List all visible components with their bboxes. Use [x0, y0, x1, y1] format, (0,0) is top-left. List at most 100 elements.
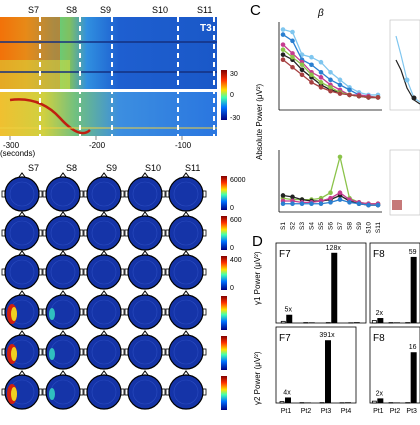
topomap-colorbar [221, 296, 227, 330]
head-nose [183, 371, 189, 375]
topomap-head [125, 291, 165, 329]
bar-panel-title: F7 [279, 249, 291, 260]
data-point [319, 85, 324, 90]
topomap-head [166, 291, 206, 329]
topomap-colorbar [221, 336, 227, 370]
data-point [338, 91, 343, 96]
data-point [319, 201, 324, 206]
bar-annotation: 2x [376, 390, 384, 397]
head-nose [142, 291, 148, 295]
head-nose [101, 371, 107, 375]
colorbar-tick: 30 [230, 71, 238, 78]
head-nose [19, 173, 25, 177]
bar-filled [331, 253, 337, 323]
head-nose [19, 371, 25, 375]
stage-label-s10: S10 [152, 5, 168, 15]
topomap-scale: 0 [230, 205, 234, 212]
bar-x-tick: Pt4 [341, 408, 352, 415]
bar-x-tick: Pt3 [321, 408, 332, 415]
bar-annotation: 59 [409, 249, 417, 256]
topomap-head [84, 331, 124, 369]
head-nose [142, 331, 148, 335]
hotspot-core [11, 307, 17, 321]
hotspot [49, 348, 55, 360]
bar-panel: F7 5x 128x [276, 243, 366, 323]
bar-annotation: 4x [283, 389, 291, 396]
data-point [309, 80, 314, 85]
stage-label-s7: S7 [28, 5, 39, 15]
bar-filled [377, 398, 383, 403]
stage-label-s11: S11 [197, 5, 212, 15]
panel-d: D γ1 Power (μV²) γ2 Power (μV²) F75x128x… [252, 233, 420, 415]
x-ticks [10, 136, 182, 140]
head-nose [183, 331, 189, 335]
data-point [281, 193, 286, 198]
topomap-stage-s8: S8 [66, 163, 77, 173]
data-point [281, 32, 286, 37]
data-point [290, 30, 295, 35]
hotspot-core [11, 347, 17, 361]
data-point [376, 203, 381, 208]
bar-filled [285, 397, 291, 403]
bar-filled [411, 352, 417, 403]
data-point [281, 47, 286, 52]
topomap-head [84, 173, 124, 211]
data-point [338, 83, 343, 88]
bar-filled [394, 402, 400, 403]
data-point [347, 88, 352, 93]
head-nose [101, 251, 107, 255]
x-tick-label: S9 [356, 222, 363, 230]
data-point [290, 65, 295, 70]
x-tick-label: S10 [366, 222, 373, 234]
stage-label-s9: S9 [100, 5, 111, 15]
data-point [338, 155, 343, 160]
bar-annotation: 5x [285, 307, 293, 314]
data-point [357, 201, 362, 206]
bar-filled [325, 340, 331, 403]
data-point [281, 57, 286, 62]
partial-point [412, 96, 417, 101]
head-nose [19, 331, 25, 335]
bar-annotation: 391x [319, 332, 335, 339]
topomap-head [125, 212, 165, 250]
data-point [328, 78, 333, 83]
topomap-scale: 600 [230, 217, 242, 224]
bar-x-tick: Pt2 [301, 408, 312, 415]
data-point [366, 203, 371, 208]
spectrogram-mid-region [0, 60, 70, 89]
topomap-head [166, 212, 206, 250]
bar-annotation: 128x [326, 245, 342, 252]
data-point [328, 89, 333, 94]
bar-x-tick: Pt2 [390, 408, 401, 415]
topomap-colorbar [221, 256, 227, 290]
topomap-head [2, 371, 42, 409]
head-nose [19, 291, 25, 295]
bar-filled [354, 322, 360, 323]
data-point [309, 73, 314, 78]
topomap-stage-s10: S10 [145, 163, 161, 173]
data-point [357, 94, 362, 99]
topomap-panel: S7 S8 S9 S10 S11 6000 0 600 0 400 0 [2, 163, 246, 410]
topomap-head [43, 212, 83, 250]
data-point [300, 67, 305, 72]
stage-labels: S7 S8 S9 S10 S11 [28, 5, 212, 15]
head-nose [19, 212, 25, 216]
head-nose [60, 331, 66, 335]
data-point [338, 190, 343, 195]
topomap-head [43, 331, 83, 369]
topomap-head [2, 331, 42, 369]
hotspot [49, 308, 55, 320]
topomap-head [2, 251, 42, 289]
data-point [281, 27, 286, 32]
topomap-scale: 6000 [230, 177, 246, 184]
data-point [290, 195, 295, 200]
topomap-head [125, 251, 165, 289]
bar-x-tick: Pt1 [373, 408, 384, 415]
panel-c-y-label: Absolute Power (μV²) [255, 83, 264, 160]
data-point [300, 201, 305, 206]
head-nose [60, 371, 66, 375]
topomap-head [84, 212, 124, 250]
